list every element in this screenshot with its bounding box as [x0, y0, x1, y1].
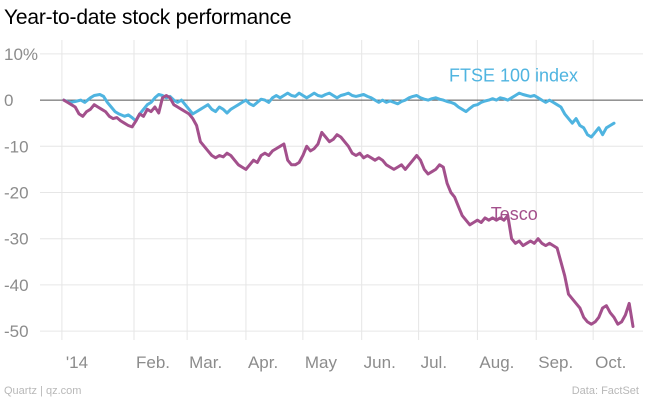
series-layer	[62, 91, 635, 328]
y-tick-label: 0	[4, 91, 13, 110]
y-tick-label: -10	[4, 137, 29, 156]
x-tick-label: Aug.	[479, 353, 514, 372]
footer-credit: Quartz | qz.com	[4, 385, 82, 397]
grid-layer	[40, 40, 643, 340]
y-tick-label: -40	[4, 276, 29, 295]
series-label-layer: FTSE 100 index Tesco	[449, 66, 578, 225]
y-tick-label: -20	[4, 184, 29, 203]
x-tick-label: Mar.	[189, 353, 222, 372]
series-label: Tesco	[491, 204, 538, 224]
x-tick-label: Oct.	[595, 353, 626, 372]
axis-layer: '14 Feb. Mar. Apr. May Jun. Jul. Aug. Sep. Oct. 10…	[4, 45, 626, 372]
y-tick-label: 10%	[4, 45, 38, 64]
series-line-tesco	[62, 94, 635, 328]
x-tick-label: '14	[66, 353, 88, 372]
x-tick-label: Jul.	[421, 353, 447, 372]
x-tick-label: Jun.	[364, 353, 396, 372]
x-tick-label: Feb.	[136, 353, 170, 372]
chart-title: Year-to-date stock performance	[4, 6, 292, 29]
y-tick-label: -50	[4, 322, 29, 341]
series-label: FTSE 100 index	[449, 66, 578, 86]
footer-source: Data: FactSet	[571, 385, 639, 397]
x-tick-label: May	[305, 353, 338, 372]
x-tick-label: Apr.	[248, 353, 278, 372]
y-tick-label: -30	[4, 230, 29, 249]
x-tick-label: Sep.	[538, 353, 573, 372]
